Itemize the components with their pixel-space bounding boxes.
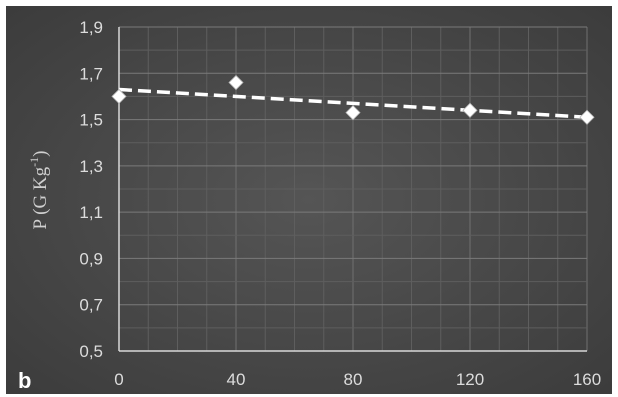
y-tick-label: 0,7 [79, 296, 103, 315]
x-tick-label: 80 [344, 370, 363, 389]
y-tick-label: 1,5 [79, 111, 103, 130]
data-point [111, 88, 127, 104]
data-points [111, 74, 595, 125]
y-axis-label: P (G Kg-1) [27, 151, 51, 230]
y-tick-label: 1,9 [79, 18, 103, 37]
x-tick-label: 160 [573, 370, 601, 389]
data-point [345, 105, 361, 121]
y-tick-label: 0,9 [79, 249, 103, 268]
y-tick-label: 1,7 [79, 64, 103, 83]
data-point [228, 74, 244, 91]
x-tick-label: 0 [114, 370, 123, 389]
y-tick-label: 1,1 [79, 203, 103, 222]
x-tick-label: 40 [227, 370, 246, 389]
axes [118, 27, 587, 352]
trendline [118, 87, 588, 120]
tick-labels: 0 40 80 120 160 0,5 0,7 0,9 1,1 1,3 1,5 1,7 1,9 [79, 18, 601, 389]
y-tick-label: 1,3 [79, 157, 103, 176]
data-point [579, 109, 595, 125]
x-tick-label: 120 [456, 370, 484, 389]
chart-background [6, 6, 612, 394]
y-tick-label: 0,5 [79, 342, 103, 361]
panel-label: b [18, 368, 31, 393]
data-point [462, 102, 478, 118]
